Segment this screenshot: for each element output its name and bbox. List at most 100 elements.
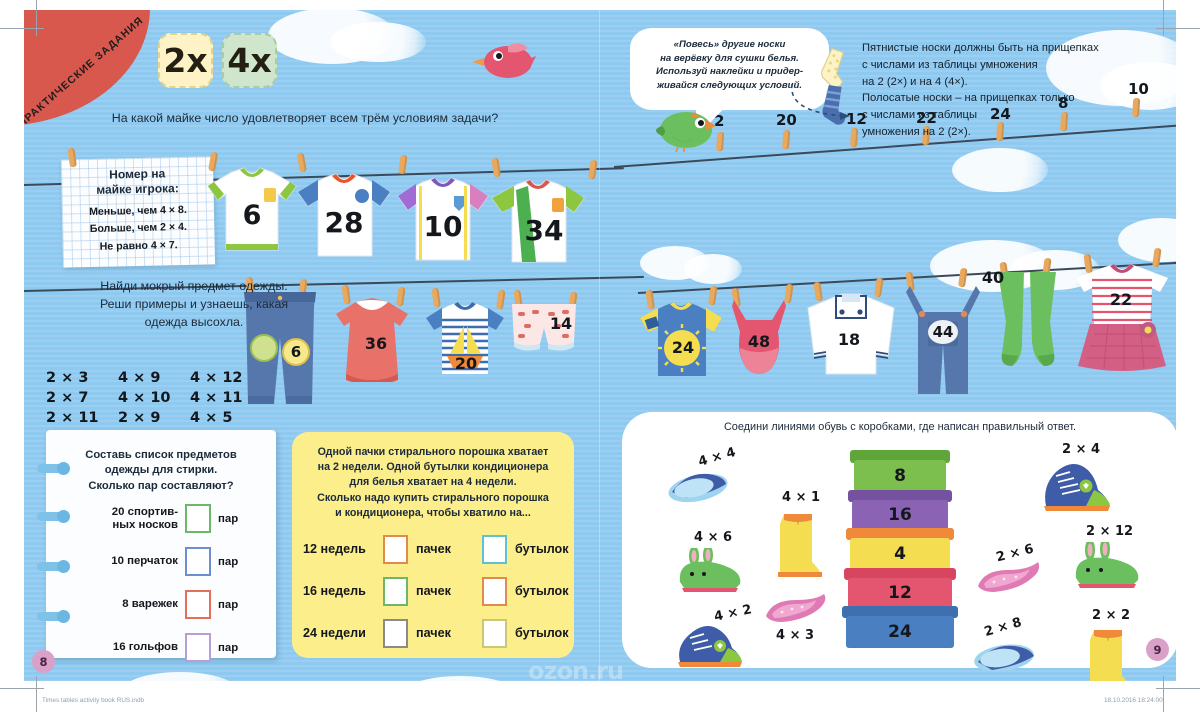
- math-cell: 4 × 12: [190, 370, 243, 386]
- page-gutter: [599, 10, 600, 681]
- math-cell: 2 × 9: [118, 410, 161, 426]
- jersey-number: 10: [423, 210, 463, 243]
- shoe-label-4x6: 4 × 6: [694, 530, 733, 545]
- answer-box[interactable]: [185, 633, 211, 663]
- dress-number: 36: [364, 334, 388, 353]
- shoe-box-8[interactable]: 8: [854, 460, 946, 492]
- sun-tee: 24: [638, 300, 724, 378]
- conditions-line-0: Меньше, чем 4 × 8.: [89, 203, 187, 219]
- clothespin-number-22: 22: [916, 109, 937, 127]
- shoe-box-24[interactable]: 24: [846, 616, 954, 648]
- list-item-unit: пар: [218, 512, 239, 525]
- answer-box[interactable]: [185, 590, 211, 620]
- shoe-box-16[interactable]: 16: [852, 500, 948, 530]
- box-lid: [842, 606, 958, 618]
- cloud: [684, 254, 742, 284]
- list-item: 20 спортив- ных носков пар: [90, 504, 276, 534]
- wet-clothes-prompt: Найди мокрый предмет одежды. Реши пример…: [99, 279, 289, 329]
- shoe-box-4[interactable]: 4: [850, 538, 950, 570]
- pink-slipper-2-icon[interactable]: [974, 560, 1044, 596]
- clothespin: [588, 159, 598, 180]
- math-cell: 4 × 9: [118, 370, 161, 386]
- packs-unit: пачек: [416, 626, 451, 641]
- crop-mark: [1163, 0, 1164, 36]
- list-item-label: 16 гольфов: [112, 641, 178, 654]
- detergent-title: Одной пачки стирального порошка хватает …: [317, 446, 549, 519]
- answer-box[interactable]: [185, 547, 211, 577]
- bottles-unit: бутылок: [515, 542, 569, 557]
- bottles-box[interactable]: [482, 576, 507, 606]
- tights-number: 40: [981, 268, 1005, 287]
- shoe-box-value: 4: [894, 544, 906, 564]
- sailor-top: 18: [804, 292, 898, 376]
- clothespin-number-8: 8: [1058, 94, 1069, 112]
- blue-flipflop-icon[interactable]: [664, 464, 732, 504]
- shoe-label-4x3: 4 × 3: [776, 628, 815, 643]
- answer-box[interactable]: [185, 504, 211, 534]
- weeks-label: 24 недели: [303, 626, 366, 641]
- shoe-matching-panel: Соедини линиями обувь с коробками, где н…: [622, 412, 1178, 691]
- weeks-label: 16 недель: [303, 584, 366, 599]
- conditions-line-2: Не равно 4 × 7.: [99, 238, 178, 253]
- jersey-28: 28: [296, 172, 392, 258]
- jersey-number: 6: [242, 200, 262, 231]
- math-cell: 2 × 3: [46, 370, 89, 386]
- swimsuit-number: 48: [747, 332, 771, 351]
- crop-mark: [0, 28, 44, 29]
- clothespin-number-12: 12: [846, 110, 867, 128]
- clothespin-number-10: 10: [1128, 80, 1149, 98]
- spiral-binding: [37, 510, 70, 523]
- math-cell: 4 × 10: [118, 390, 171, 406]
- page-number-right: 9: [1146, 638, 1169, 661]
- top-number: 18: [837, 330, 861, 349]
- detergent-row: 24 недели пачек бутылок: [303, 618, 574, 648]
- shoe-box-value: 12: [888, 583, 912, 603]
- blue-hightop-icon[interactable]: [1034, 460, 1114, 516]
- spiral-binding: [37, 462, 70, 475]
- crop-mark: [36, 676, 37, 712]
- sock-rules-text: Пятнистые носки должны быть на прищепках…: [862, 42, 1099, 138]
- weeks-label: 12 недель: [303, 542, 366, 557]
- bottles-box[interactable]: [482, 534, 507, 564]
- page-margin-bottom: [0, 681, 1200, 713]
- packs-box[interactable]: [383, 534, 408, 564]
- striped-sock: [818, 84, 850, 126]
- green-bunny-slipper-2-icon[interactable]: [1070, 542, 1146, 590]
- jersey-number: 28: [324, 206, 364, 239]
- yellow-boot-icon[interactable]: [770, 508, 826, 580]
- crop-mark: [0, 688, 44, 689]
- crop-mark: [1156, 688, 1200, 689]
- clothespin: [296, 152, 307, 173]
- bottles-box[interactable]: [482, 618, 507, 648]
- list-item: 10 перчаток пар: [90, 547, 276, 577]
- shoe-box-value: 24: [888, 622, 912, 642]
- blue-sneaker-icon[interactable]: [670, 620, 748, 670]
- shoe-box-12[interactable]: 12: [848, 578, 952, 608]
- jersey-prompt: На какой майке число удовлетворяет всем …: [111, 111, 499, 125]
- green-bunny-slipper-icon[interactable]: [674, 548, 746, 594]
- swimsuit: 48: [726, 298, 792, 378]
- jersey-6: 6: [206, 166, 298, 252]
- speech-bubble-text: «Повесь» другие носки на верёвку для суш…: [655, 39, 804, 91]
- pink-slipper-icon[interactable]: [762, 592, 830, 626]
- packs-unit: пачек: [416, 584, 451, 599]
- overalls: 44: [904, 282, 982, 398]
- math-examples: 2 × 3 4 × 9 4 × 12 2 × 7 4 × 10 4 × 11 2…: [46, 368, 262, 428]
- washing-list-note: Составь список предметов одежды для стир…: [37, 430, 276, 663]
- blue-flipflop-2-icon[interactable]: [970, 638, 1040, 676]
- clothespin: [782, 129, 791, 150]
- box-lid: [850, 450, 950, 463]
- speech-bubble: «Повесь» другие носки на верёвку для суш…: [630, 28, 829, 110]
- clothespin-number-2: 2: [714, 112, 725, 130]
- packs-box[interactable]: [383, 576, 408, 606]
- clothespin-number-20: 20: [776, 111, 797, 129]
- tights: 40: [982, 268, 1060, 376]
- packs-box[interactable]: [383, 618, 408, 648]
- shoe-label-2x2: 2 × 2: [1092, 608, 1131, 623]
- crop-mark: [1163, 676, 1164, 712]
- cloud: [330, 22, 426, 62]
- conditions-title: Номер на майке игрока:: [96, 166, 179, 197]
- tee-number: 24: [671, 338, 695, 357]
- spiral-binding: [37, 560, 70, 573]
